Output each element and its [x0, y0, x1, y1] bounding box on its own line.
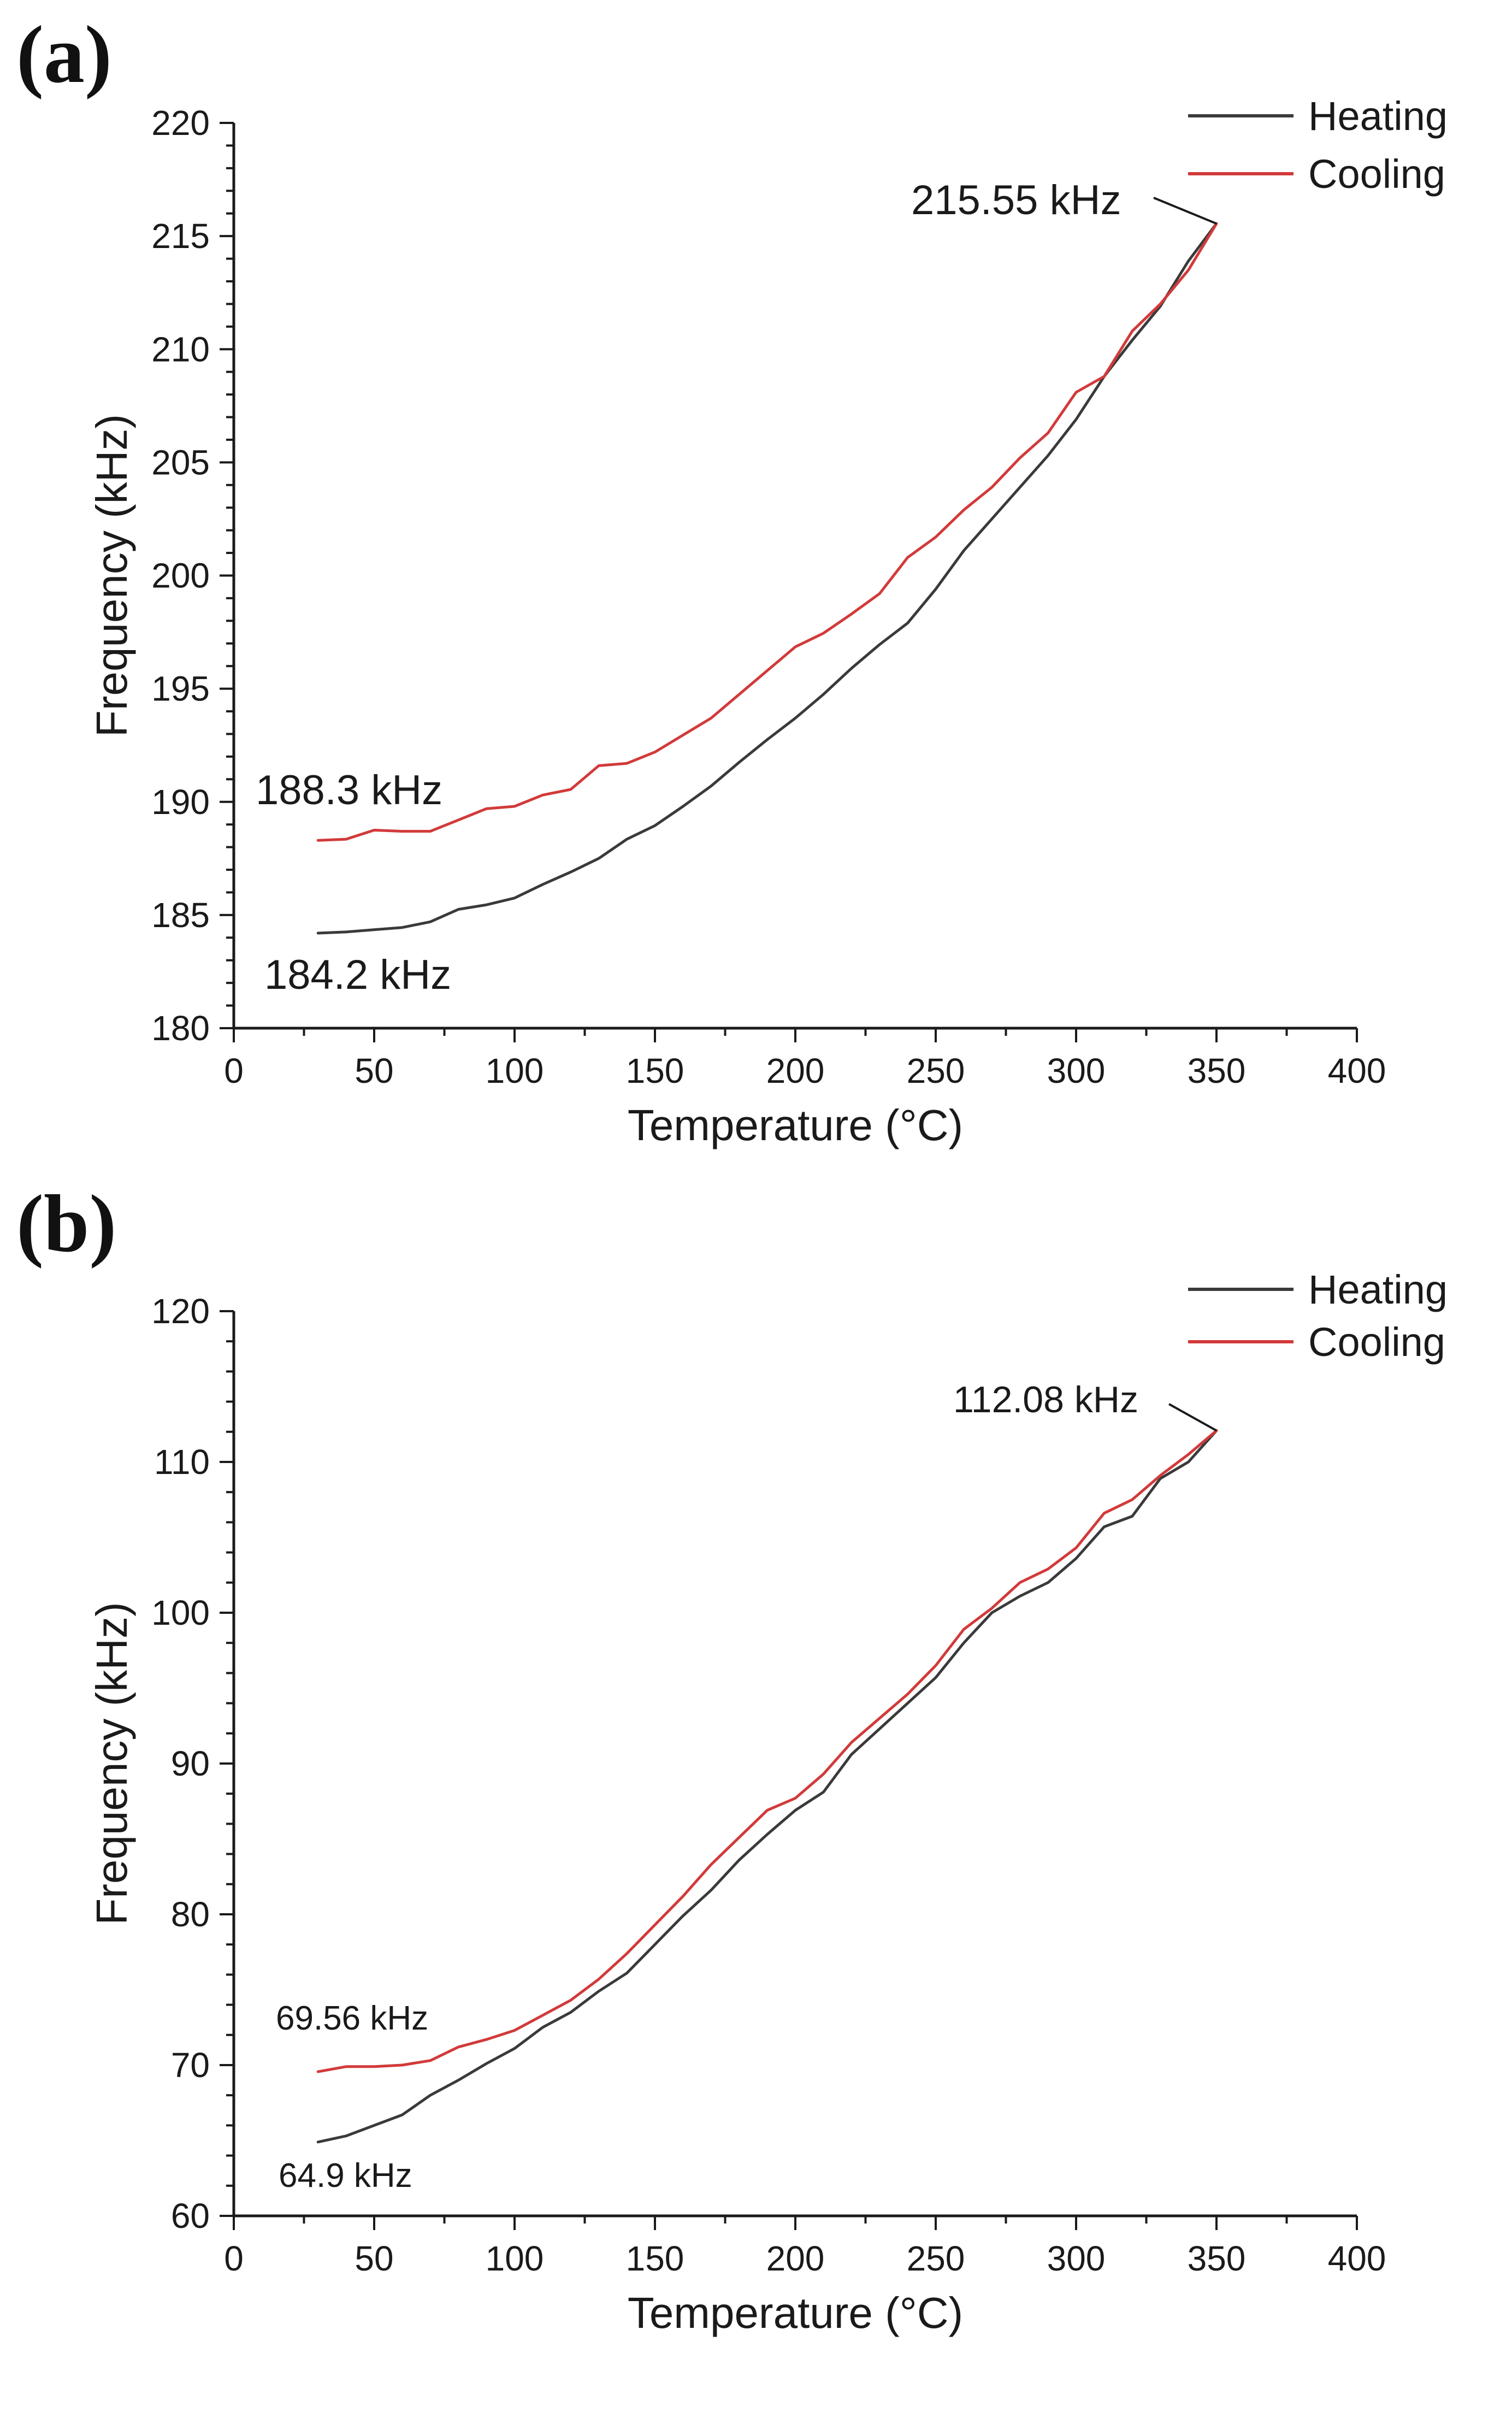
panel-b-x-tick-label: 0 [224, 2239, 244, 2278]
panel-a-legend: Heating Cooling [1188, 93, 1448, 197]
panel-a-annotation-leader [1153, 197, 1217, 225]
panel-b-y-tick-label: 110 [154, 1442, 210, 1482]
panel-b-x-tick-label: 350 [1188, 2239, 1246, 2278]
panel-a-series [316, 222, 1218, 935]
panel-b-legend-label-heating: Heating [1308, 1267, 1448, 1312]
panel-a-annotation-1: 215.55 kHz [911, 177, 1121, 223]
panel-a-label: (a) [16, 9, 112, 100]
panel-b-y-tick-label: 100 [151, 1593, 210, 1632]
panel-a-y-tick-label: 210 [151, 329, 210, 369]
panel-a-x-tick-label: 250 [907, 1051, 965, 1090]
panel-a-series-heating-line [316, 222, 1218, 935]
panel-b-annotation-1: 112.08 kHz [953, 1379, 1138, 1420]
panel-a-x-tick-label: 200 [766, 1051, 825, 1090]
panel-b-y-tick-label: 80 [171, 1895, 210, 1934]
panel-b-label: (b) [16, 1178, 116, 1269]
panel-a-y-axis-title: Frequency (kHz) [87, 414, 136, 737]
panel-a-x-tick-label: 350 [1188, 1051, 1246, 1090]
panel-a: (a) 0 50 100 150 200 250 300 350 400 180 185 190 195… [16, 9, 1448, 1149]
panel-a-series-cooling-line [316, 222, 1218, 842]
panel-a-x-tick-label: 300 [1047, 1051, 1106, 1090]
panel-b-series [316, 1429, 1218, 2144]
panel-b-x-tick-label: 200 [766, 2239, 825, 2278]
panel-b-x-tick-label: 300 [1047, 2239, 1106, 2278]
panel-a-x-tick-label: 50 [355, 1051, 393, 1090]
panel-b-x-tick-label: 50 [355, 2239, 393, 2278]
panel-a-x-tick-label: 0 [224, 1051, 244, 1090]
panel-b-y-tick-label: 60 [171, 2196, 210, 2236]
panel-b-annotation-leader [1168, 1403, 1217, 1432]
panel-b-annotation-2: 69.56 kHz [276, 2000, 428, 2037]
panel-b-legend: Heating Cooling [1188, 1267, 1448, 1365]
panel-a-y-tick-label: 185 [151, 895, 210, 935]
panel-b-axes: 0 50 100 150 200 250 300 350 400 60 70 80 90 100 110 12… [87, 1291, 1386, 2337]
panel-b-y-tick-label: 120 [151, 1291, 210, 1331]
panel-a-y-tick-label: 195 [151, 669, 210, 709]
panel-b-x-tick-label: 150 [626, 2239, 684, 2278]
panel-b-x-tick-label: 100 [486, 2239, 544, 2278]
panel-a-x-tick-label: 100 [486, 1051, 544, 1090]
panel-a-y-tick-label: 180 [151, 1009, 210, 1048]
panel-b-y-tick-label: 70 [171, 2045, 210, 2085]
panel-a-x-axis-title: Temperature (°C) [628, 1101, 963, 1149]
panel-a-annotation-2: 188.3 kHz [256, 767, 442, 813]
panel-a-x-tick-label: 400 [1328, 1051, 1386, 1090]
panel-b-annotation-3: 64.9 kHz [279, 2157, 412, 2195]
panel-b-x-tick-label: 400 [1328, 2239, 1386, 2278]
panel-a-legend-label-heating: Heating [1308, 93, 1448, 139]
panel-b-legend-label-cooling: Cooling [1308, 1319, 1445, 1365]
panel-a-annotations: 215.55 kHz 188.3 kHz 184.2 kHz [256, 177, 1217, 998]
panel-b-y-tick-label: 90 [171, 1744, 210, 1783]
panel-a-annotation-3: 184.2 kHz [264, 952, 451, 998]
panel-a-x-tick-label: 150 [626, 1051, 684, 1090]
panel-a-y-tick-label: 200 [151, 556, 210, 595]
panel-b-x-axis-title: Temperature (°C) [628, 2289, 963, 2337]
panel-a-y-tick-label: 205 [151, 443, 210, 482]
panel-b-y-axis-title: Frequency (kHz) [87, 1602, 136, 1925]
panel-b: (b) 0 50 100 150 200 250 300 350 400 60 70 80 90 100 1… [16, 1178, 1448, 2337]
panel-b-x-tick-label: 250 [907, 2239, 965, 2278]
panel-a-y-tick-label: 190 [151, 782, 210, 822]
panel-a-y-tick-label: 215 [151, 216, 210, 256]
panel-a-y-tick-label: 220 [151, 103, 210, 143]
panel-b-series-cooling-line [316, 1429, 1218, 2073]
panel-b-series-heating-line [316, 1429, 1218, 2144]
panel-b-annotations: 112.08 kHz 69.56 kHz 64.9 kHz [276, 1379, 1217, 2195]
panel-a-legend-label-cooling: Cooling [1308, 151, 1445, 197]
panel-a-axes: 0 50 100 150 200 250 300 350 400 180 185 190 195 200 2… [87, 103, 1386, 1149]
